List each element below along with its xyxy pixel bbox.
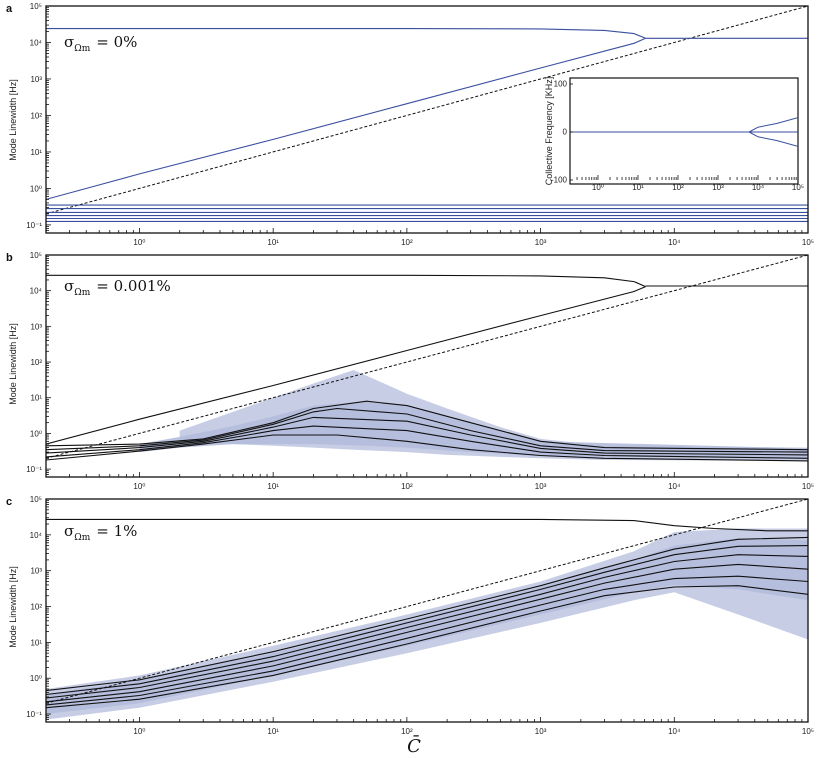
x-axis-label: C̄ [407, 734, 421, 757]
sigma-annotation-b: σΩm = 0.001% [64, 277, 171, 298]
x-tick-label-a: 10⁴ [668, 238, 681, 247]
y-tick-label-b: 10³ [30, 322, 42, 331]
series-line-b-7 [46, 434, 808, 462]
y-tick-label-a-inset: 100 [554, 80, 568, 89]
series-line-a-inset-1 [748, 117, 798, 133]
y-tick-label-a: 10⁵ [30, 2, 42, 11]
series-line-b-3 [46, 400, 808, 451]
confidence-band-c-1 [46, 538, 808, 714]
series-line-b-4 [46, 407, 808, 453]
x-tick-label-c: 10⁴ [668, 727, 681, 736]
sigma-annotation-a: σΩm = 0% [64, 33, 137, 54]
y-tick-label-c: 10¹ [30, 638, 42, 647]
x-tick-label-a: 10² [401, 238, 413, 247]
inset-plot-area: 10⁰ 10¹ 10² 10³ 10⁴ 10⁵ -100 0 100 [551, 80, 804, 193]
sigma-annotation-c: σΩm = 1% [64, 522, 137, 543]
y-tick-label-c: 10⁴ [30, 531, 43, 540]
plot-content-b [46, 255, 808, 462]
y-tick-label-b: 10² [30, 358, 42, 367]
y-tick-label-c: 10³ [30, 567, 42, 576]
plot-frame-c [45, 498, 809, 723]
plot-area-a: 10⁰ 10¹ 10² 10³ 10⁴ 10⁵ 10⁻¹ 10⁰ 10¹ 10² 10³ 10⁴ 10⁵ [26, 2, 814, 247]
x-tick-label-b: 10⁰ [133, 482, 145, 491]
y-tick-label-b: 10⁴ [30, 287, 43, 296]
panel-b: b Mode Linewidth [Hz] 10⁰ 10¹ 10² 10³ 10⁴ 10⁵… [6, 251, 814, 491]
series-line-b-6 [46, 425, 808, 459]
series-line-a-inset-2 [748, 131, 798, 147]
y-tick-label-b: 10⁰ [30, 429, 42, 438]
x-tick-label-a-inset: 10¹ [632, 183, 644, 192]
panel-label-c: c [6, 496, 12, 508]
y-axis-label-a: Mode Linewidth [Hz] [8, 79, 18, 161]
plot-content-a [46, 6, 808, 222]
reference-line-a [46, 6, 808, 215]
y-tick-label-c: 10⁰ [30, 674, 42, 683]
x-tick-label-a: 10¹ [267, 238, 279, 247]
inset-a: Collective Frequency [KHz] 10⁰ 10¹ 10² 10³ 1… [544, 77, 804, 192]
y-tick-label-a: 10⁻¹ [26, 221, 42, 230]
reference-line-c [46, 499, 808, 704]
y-tick-label-a-inset: -100 [551, 176, 568, 185]
y-tick-label-c: 10⁻¹ [26, 710, 42, 719]
plot-content-c [46, 499, 808, 720]
x-tick-label-b: 10³ [535, 482, 547, 491]
plot-area-b: 10⁰ 10¹ 10² 10³ 10⁴ 10⁵ 10⁻¹ 10⁰ 10¹ 10² 10³ 10⁴ 10⁵ [26, 251, 814, 491]
y-tick-label-a: 10¹ [30, 148, 42, 157]
x-tick-label-b: 10² [401, 482, 413, 491]
series-line-c-5 [46, 575, 808, 706]
series-line-c-4 [46, 563, 808, 703]
panel-a: a Mode Linewidth [Hz] 10⁰ 10¹ 10² 10³ 10⁴ 10⁵… [6, 2, 814, 247]
x-tick-label-c: 10² [401, 727, 413, 736]
plot-frame-a [45, 5, 809, 234]
x-tick-label-b: 10⁵ [802, 482, 814, 491]
series-line-b-1 [46, 274, 646, 288]
x-tick-label-c: 10³ [535, 727, 547, 736]
series-line-c-0 [46, 518, 808, 532]
reference-line-b [46, 255, 808, 459]
x-tick-label-a-inset: 10³ [712, 183, 724, 192]
y-tick-label-b: 10⁻¹ [26, 465, 42, 474]
inset-frame [569, 77, 799, 185]
series-line-c-3 [46, 554, 808, 699]
series-line-b-0 [46, 286, 646, 445]
x-tick-label-c: 10⁰ [133, 727, 145, 736]
series-line-b-5 [46, 416, 808, 456]
plot-frame-b [45, 254, 809, 478]
x-tick-label-a-inset: 10⁰ [592, 183, 604, 192]
series-line-a-1 [46, 28, 646, 39]
y-axis-label-c: Mode Linewidth [Hz] [8, 566, 18, 648]
x-tick-label-a: 10⁰ [133, 238, 145, 247]
x-tick-label-c: 10¹ [267, 727, 279, 736]
y-tick-label-a: 10² [30, 111, 42, 120]
series-line-c-6 [46, 585, 808, 709]
plot-content-a-inset [570, 117, 798, 147]
y-tick-label-a: 10⁰ [30, 184, 42, 193]
y-tick-label-a: 10³ [30, 75, 42, 84]
series-line-c-1 [46, 536, 808, 692]
panel-label-b: b [6, 252, 13, 264]
panel-label-a: a [6, 3, 13, 15]
y-axis-label-b: Mode Linewidth [Hz] [8, 323, 18, 405]
plot-area-c: 10⁰ 10¹ 10² 10³ 10⁴ 10⁵ 10⁻¹ 10⁰ 10¹ 10² 10³ 10⁴ 10⁵ [26, 495, 814, 736]
y-tick-label-a: 10⁴ [30, 38, 43, 47]
x-tick-label-a-inset: 10² [672, 183, 684, 192]
panel-c: c Mode Linewidth [Hz] 10⁰ 10¹ 10² 10³ 10⁴ 10⁵… [6, 495, 814, 736]
y-tick-label-c: 10² [30, 603, 42, 612]
y-tick-label-a-inset: 0 [563, 128, 568, 137]
x-tick-label-a-inset: 10⁵ [792, 183, 804, 192]
x-tick-label-b: 10⁴ [668, 482, 681, 491]
x-tick-label-b: 10¹ [267, 482, 279, 491]
series-line-a-0 [46, 37, 646, 200]
x-tick-label-a: 10⁵ [802, 238, 814, 247]
series-line-c-2 [46, 545, 808, 696]
x-tick-label-c: 10⁵ [802, 727, 814, 736]
x-tick-label-a: 10³ [535, 238, 547, 247]
y-tick-label-b: 10⁵ [30, 251, 42, 260]
x-tick-label-a-inset: 10⁴ [752, 183, 765, 192]
y-tick-label-c: 10⁵ [30, 495, 42, 504]
confidence-band-b-1 [139, 401, 808, 459]
y-tick-label-b: 10¹ [30, 394, 42, 403]
inset-y-axis-label: Collective Frequency [KHz] [544, 77, 554, 186]
